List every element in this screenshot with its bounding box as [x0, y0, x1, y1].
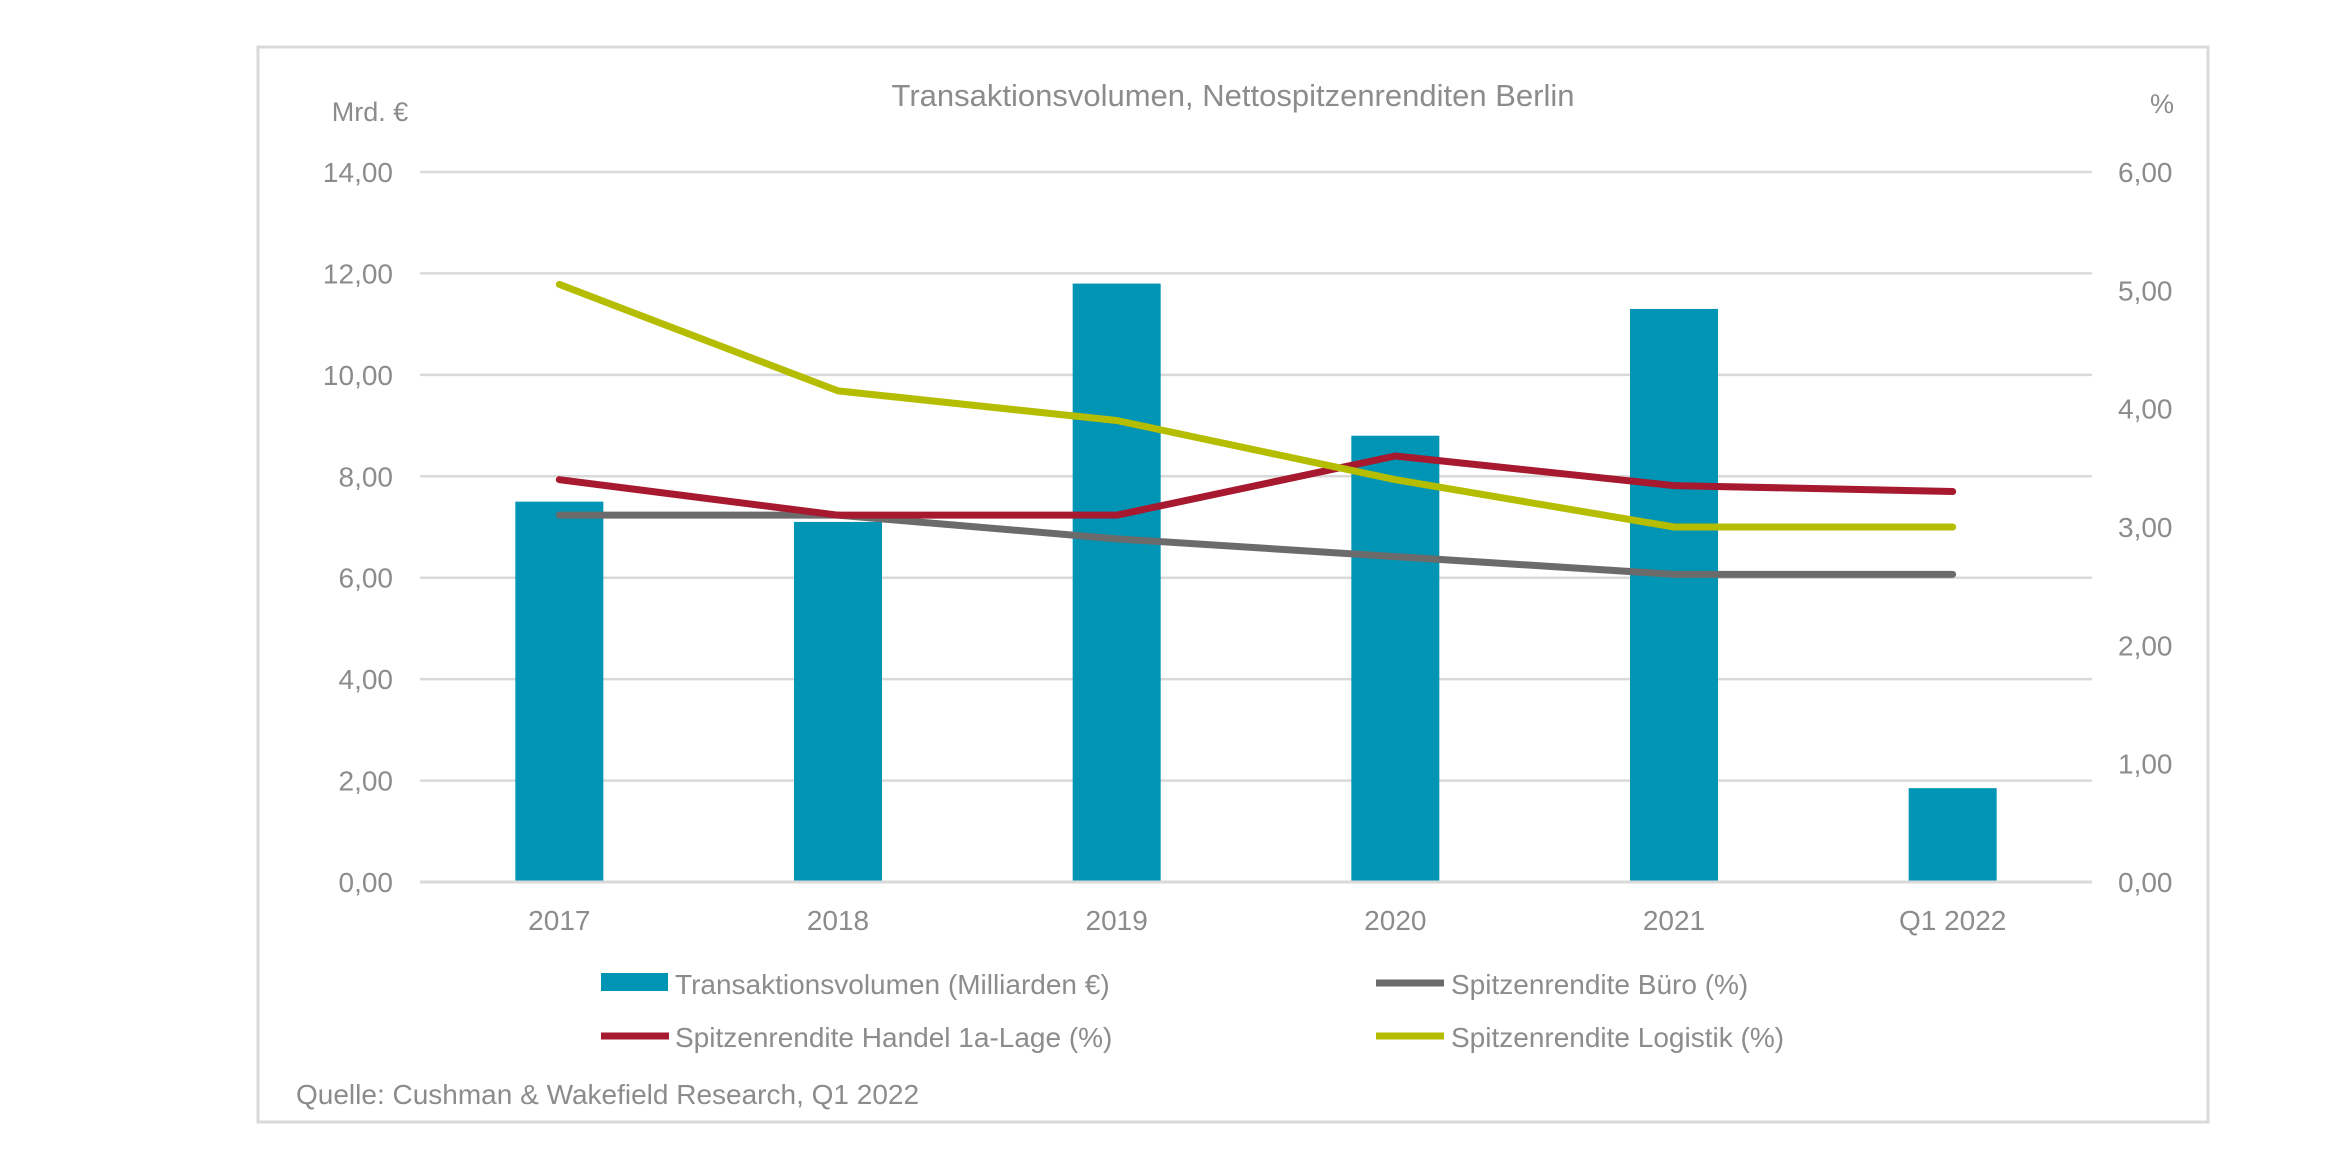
legend-label-buero: Spitzenrendite Büro (%): [1451, 969, 1748, 1000]
line-buero: [555, 511, 1957, 578]
x-tick-label: 2019: [1086, 905, 1148, 936]
right-tick-label: 2,00: [2118, 630, 2173, 661]
legend-label-handel: Spitzenrendite Handel 1a-Lage (%): [675, 1022, 1112, 1053]
bar-transaktionsvolumen-2021: [1630, 308, 1718, 882]
left-axis-ticks: 0,00 2,00 4,00 6,00 8,00 10,00 12,00 14,00: [323, 157, 393, 898]
right-tick-label: 0,00: [2118, 867, 2173, 898]
legend: Transaktionsvolumen (Milliarden €) Spitz…: [601, 969, 1784, 1053]
left-tick-label: 10,00: [323, 360, 393, 391]
right-axis-unit: %: [2150, 89, 2174, 119]
x-axis-labels: 2017 2018 2019 2020 2021 Q1 2022: [528, 905, 2006, 936]
x-tick-label: 2020: [1364, 905, 1426, 936]
left-tick-label: 14,00: [323, 157, 393, 188]
legend-item-logistik: Spitzenrendite Logistik (%): [1376, 1022, 1784, 1053]
source-note: Quelle: Cushman & Wakefield Research, Q1…: [296, 1079, 919, 1110]
legend-item-handel: Spitzenrendite Handel 1a-Lage (%): [601, 1022, 1112, 1053]
right-tick-label: 5,00: [2118, 275, 2173, 306]
right-tick-label: 3,00: [2118, 512, 2173, 543]
left-axis-unit: Mrd. €: [332, 97, 409, 127]
legend-label-volume: Transaktionsvolumen (Milliarden €): [675, 969, 1110, 1000]
right-tick-label: 1,00: [2118, 749, 2173, 780]
left-tick-label: 12,00: [323, 258, 393, 289]
bar-transaktionsvolumen-2017: [515, 501, 604, 882]
bar-transaktionsvolumen-q1-2022: [1908, 788, 1997, 882]
bar-transaktionsvolumen-2020: [1351, 435, 1440, 882]
left-tick-label: 2,00: [339, 766, 394, 797]
x-tick-label: Q1 2022: [1899, 905, 2006, 936]
left-tick-label: 6,00: [339, 563, 394, 594]
line-handel: [555, 452, 1957, 519]
x-tick-label: 2017: [528, 905, 590, 936]
chart-title: Transaktionsvolumen, Nettospitzenrendite…: [892, 78, 1575, 113]
line-series: [555, 280, 1957, 578]
line-logistik: [555, 280, 1957, 531]
legend-label-logistik: Spitzenrendite Logistik (%): [1451, 1022, 1784, 1053]
right-tick-label: 4,00: [2118, 394, 2173, 425]
x-tick-label: 2018: [807, 905, 869, 936]
bar-transaktionsvolumen-2019: [1072, 283, 1161, 883]
right-axis-ticks: 0,00 1,00 2,00 3,00 4,00 5,00 6,00: [2118, 157, 2173, 898]
gridlines: [420, 170, 2092, 782]
legend-item-buero: Spitzenrendite Büro (%): [1376, 969, 1748, 1000]
right-tick-label: 6,00: [2118, 157, 2173, 188]
bar-series: [515, 283, 1997, 883]
left-tick-label: 4,00: [339, 664, 394, 695]
x-tick-label: 2021: [1643, 905, 1705, 936]
bar-transaktionsvolumen-2018: [794, 521, 882, 882]
left-tick-label: 0,00: [339, 867, 394, 898]
legend-swatch-volume: [601, 973, 668, 991]
legend-item-volume: Transaktionsvolumen (Milliarden €): [601, 969, 1110, 1000]
left-tick-label: 8,00: [339, 461, 394, 492]
